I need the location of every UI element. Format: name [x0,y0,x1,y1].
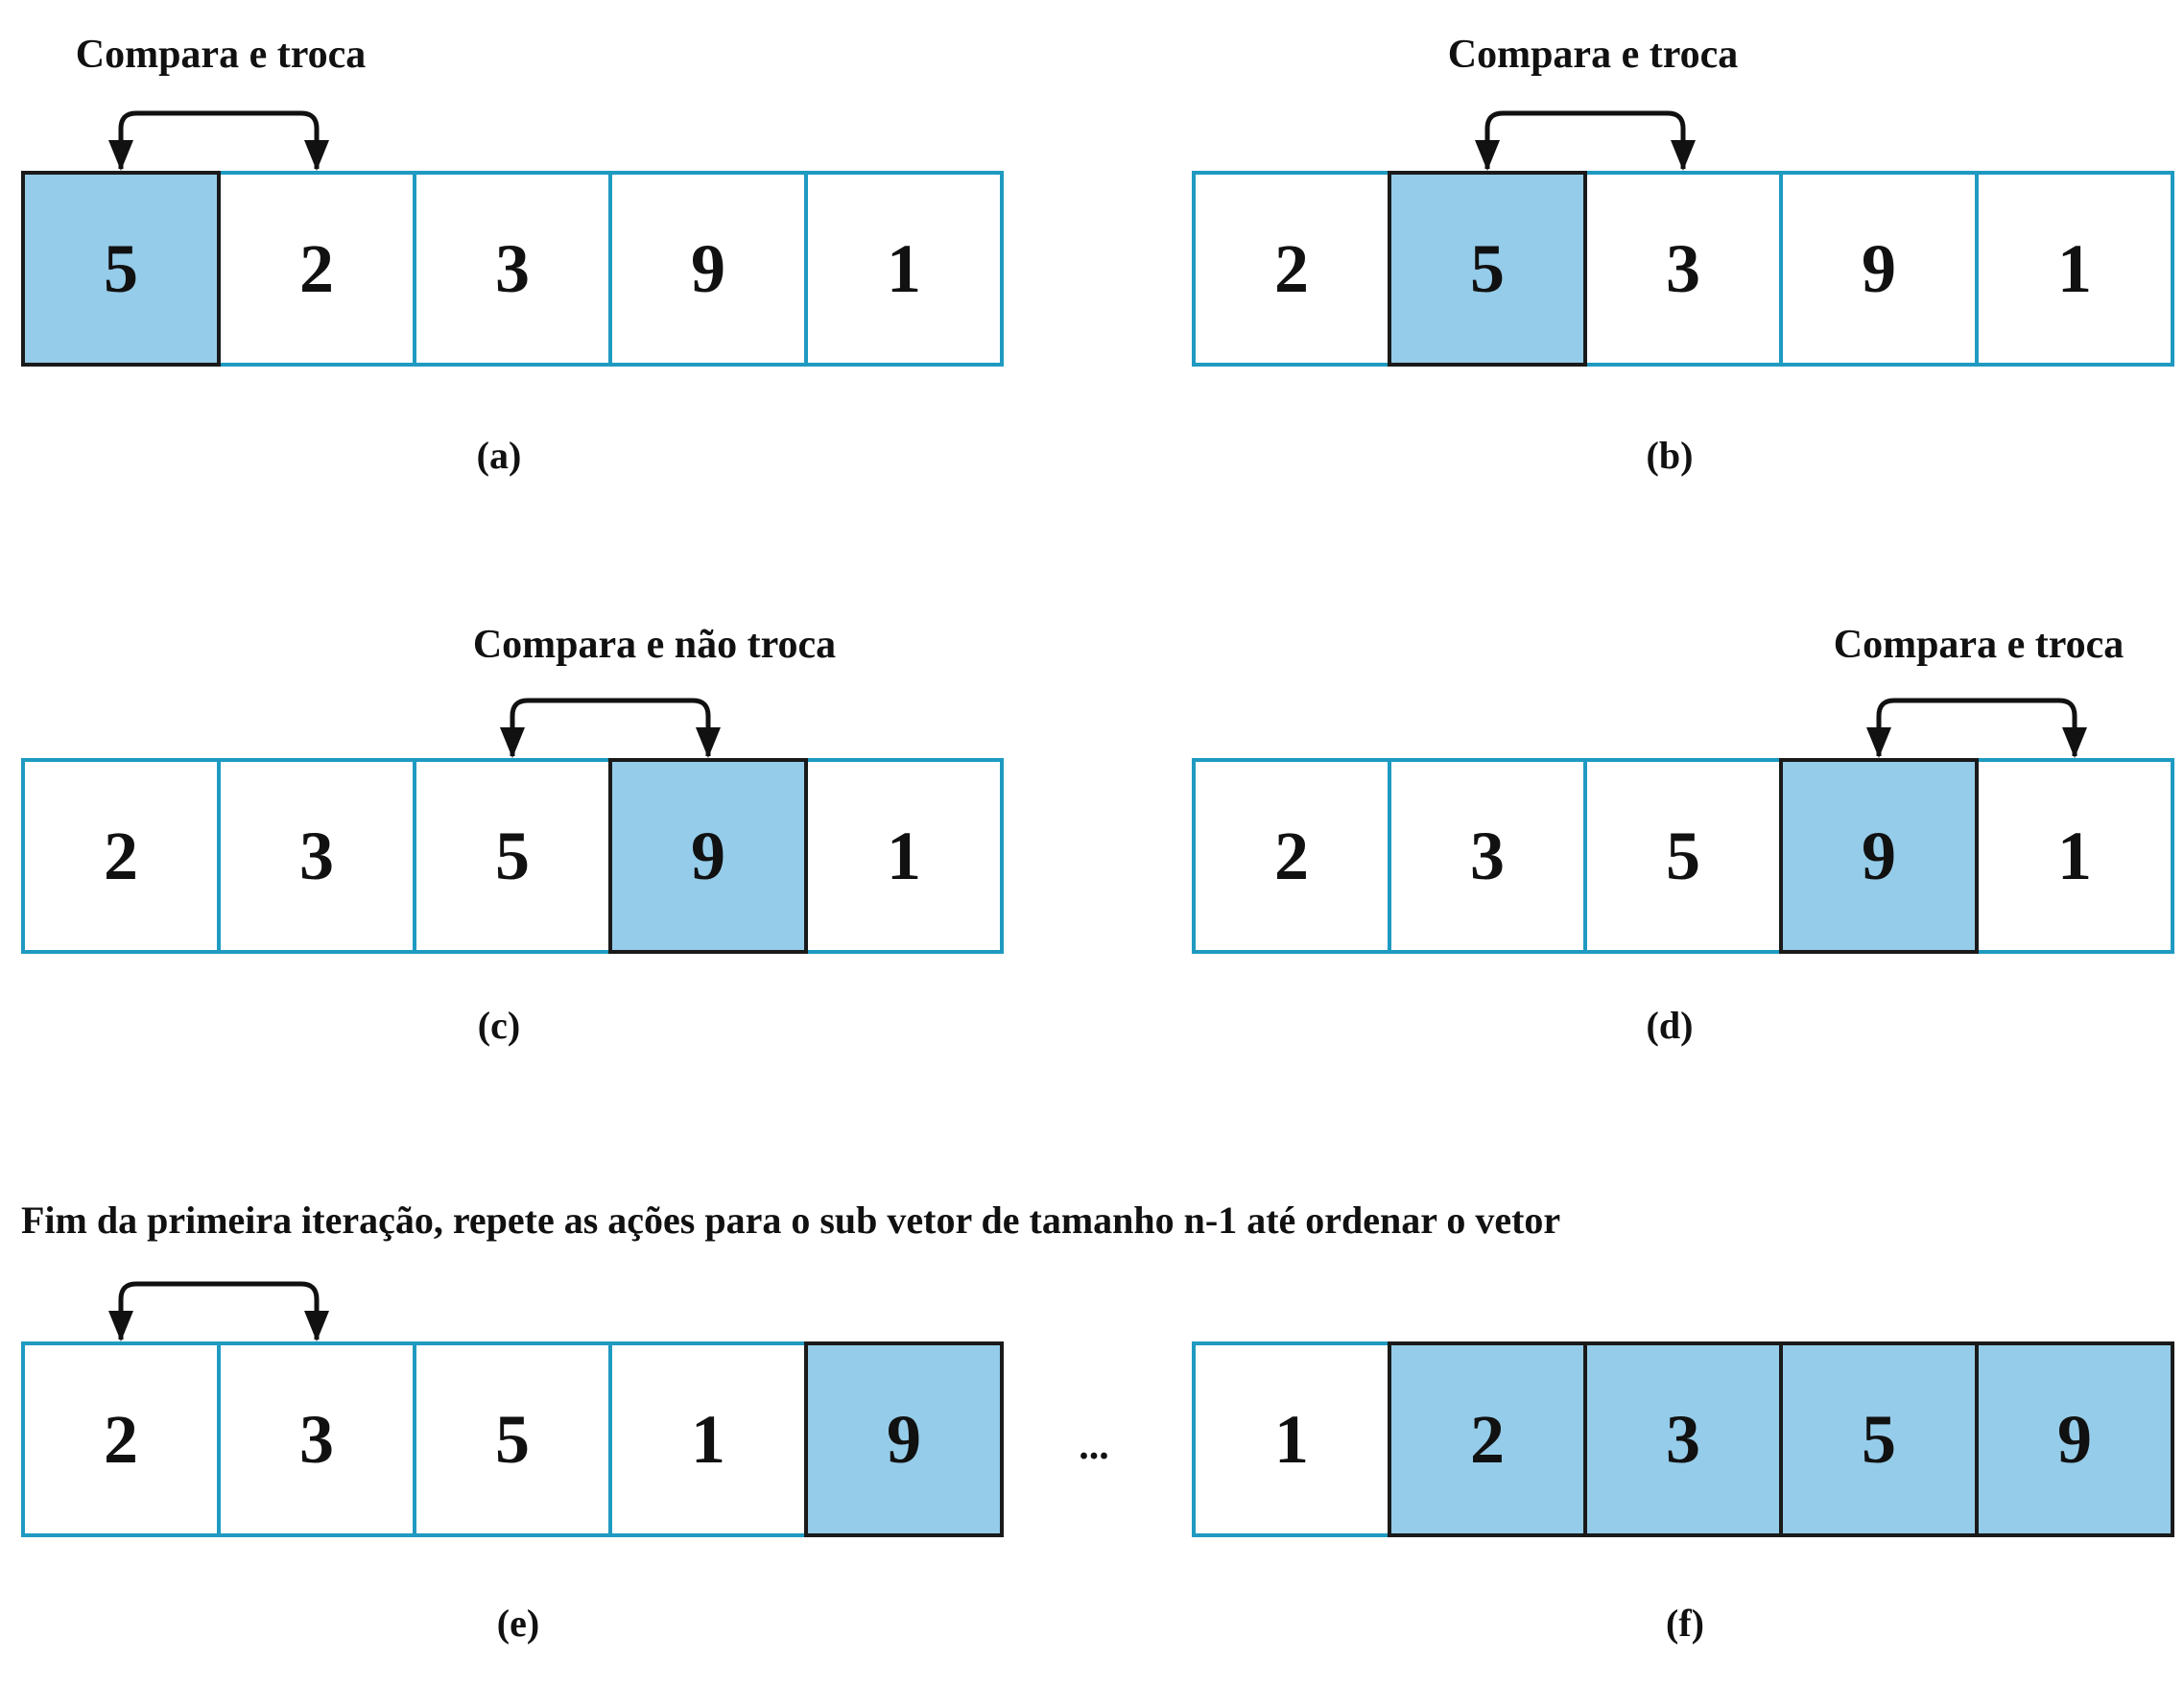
cell-value: 3 [299,818,334,894]
cell-value: 9 [691,230,725,307]
arrowhead-icon [696,727,721,758]
panel-e: 2 3 5 1 9 (e) [21,1281,1004,1645]
cell-value: 5 [1666,818,1700,894]
array-cell [1583,758,1783,954]
array-cell-highlighted [608,758,808,954]
cell-value: 9 [887,1401,921,1478]
panel-caption: (f) [1666,1602,1704,1645]
array-cell [608,171,808,367]
array-cell [804,758,1004,954]
arrowhead-icon [108,1311,133,1341]
ellipsis: ... [1079,1424,1109,1468]
arrowhead-icon [1475,140,1500,171]
cell-value: 9 [1862,818,1896,894]
arrowhead-icon [304,1311,329,1341]
arrowhead-icon [108,140,133,171]
cell-value: 1 [1274,1401,1309,1478]
array-cell [1779,171,1979,367]
cell-value: 1 [2057,818,2092,894]
array-cell [217,1341,416,1537]
array-cell-highlighted [1388,171,1587,367]
cell-value: 5 [495,818,530,894]
action-label: Compara e não troca [473,623,836,667]
panel-caption: (d) [1647,1004,1694,1047]
arrowhead-icon [500,727,525,758]
compare-arrow [510,698,711,756]
array-cell [217,758,416,954]
panel-d: 2 3 5 9 1 Compara e troca (d) [1192,623,2174,1047]
array-cell [1192,758,1391,954]
cell-value: 3 [299,1401,334,1478]
cell-value: 3 [495,230,530,307]
array-cell [413,1341,612,1537]
array-cell [413,171,612,367]
cell-value: 9 [691,818,725,894]
array-cell [1583,171,1783,367]
cell-value: 2 [1274,818,1309,894]
cell-value: 5 [495,1401,530,1478]
compare-arrow [118,110,320,169]
cell-value: 2 [1274,230,1309,307]
panel-a: 5 2 3 9 1 Compara e troca (a) [21,33,1004,477]
arrowhead-icon [304,140,329,171]
panel-caption: (a) [477,434,522,477]
compare-arrow [1484,110,1686,169]
action-label: Compara e troca [76,33,366,77]
cell-value: 2 [104,818,138,894]
array-cell-highlighted [1779,1341,1979,1537]
array-cell-highlighted [1583,1341,1783,1537]
array-cell [21,1341,221,1537]
cell-value: 2 [1470,1401,1505,1478]
arrowhead-icon [2062,727,2087,758]
iteration-note: Fim da primeira iteração, repete as açõe… [21,1198,1560,1242]
cell-value: 5 [104,230,138,307]
array-cell [804,171,1004,367]
array-cell [1192,171,1391,367]
cell-value: 5 [1862,1401,1896,1478]
panel-c: 2 3 5 9 1 Compara e não troca (c) [21,623,1004,1047]
compare-arrow [1876,698,2077,756]
array-cell [217,171,416,367]
cell-value: 9 [2057,1401,2092,1478]
array-cell-highlighted [1975,1341,2174,1537]
array-cell-highlighted [1388,1341,1587,1537]
panel-f: 1 2 3 5 9 (f) [1192,1341,2174,1645]
compare-arrow [118,1281,320,1340]
array-cell [1388,758,1587,954]
arrowhead-icon [1671,140,1696,171]
panel-caption: (b) [1647,434,1694,477]
array-cell-highlighted [804,1341,1004,1537]
array-cell [1975,758,2174,954]
panels: 5 2 3 9 1 Compara e troca (a) 2 5 3 9 1 Compara e tr… [21,33,2174,1645]
cell-value: 1 [887,818,921,894]
array-cell [1975,171,2174,367]
panel-caption: (e) [497,1602,539,1645]
cell-value: 1 [691,1401,725,1478]
cell-value: 9 [1862,230,1896,307]
cell-value: 3 [1666,1401,1700,1478]
cell-value: 2 [104,1401,138,1478]
cell-value: 5 [1470,230,1505,307]
panel-caption: (c) [478,1004,520,1047]
cell-value: 3 [1470,818,1505,894]
cell-value: 3 [1666,230,1700,307]
array-cell-highlighted [1779,758,1979,954]
action-label: Compara e troca [1448,33,1738,77]
array-cell-highlighted [21,171,221,367]
cell-value: 1 [2057,230,2092,307]
action-label: Compara e troca [1834,623,2124,667]
arrowhead-icon [1866,727,1891,758]
cell-value: 1 [887,230,921,307]
cell-value: 2 [299,230,334,307]
panel-b: 2 5 3 9 1 Compara e troca (b) [1192,33,2174,477]
array-cell [413,758,612,954]
